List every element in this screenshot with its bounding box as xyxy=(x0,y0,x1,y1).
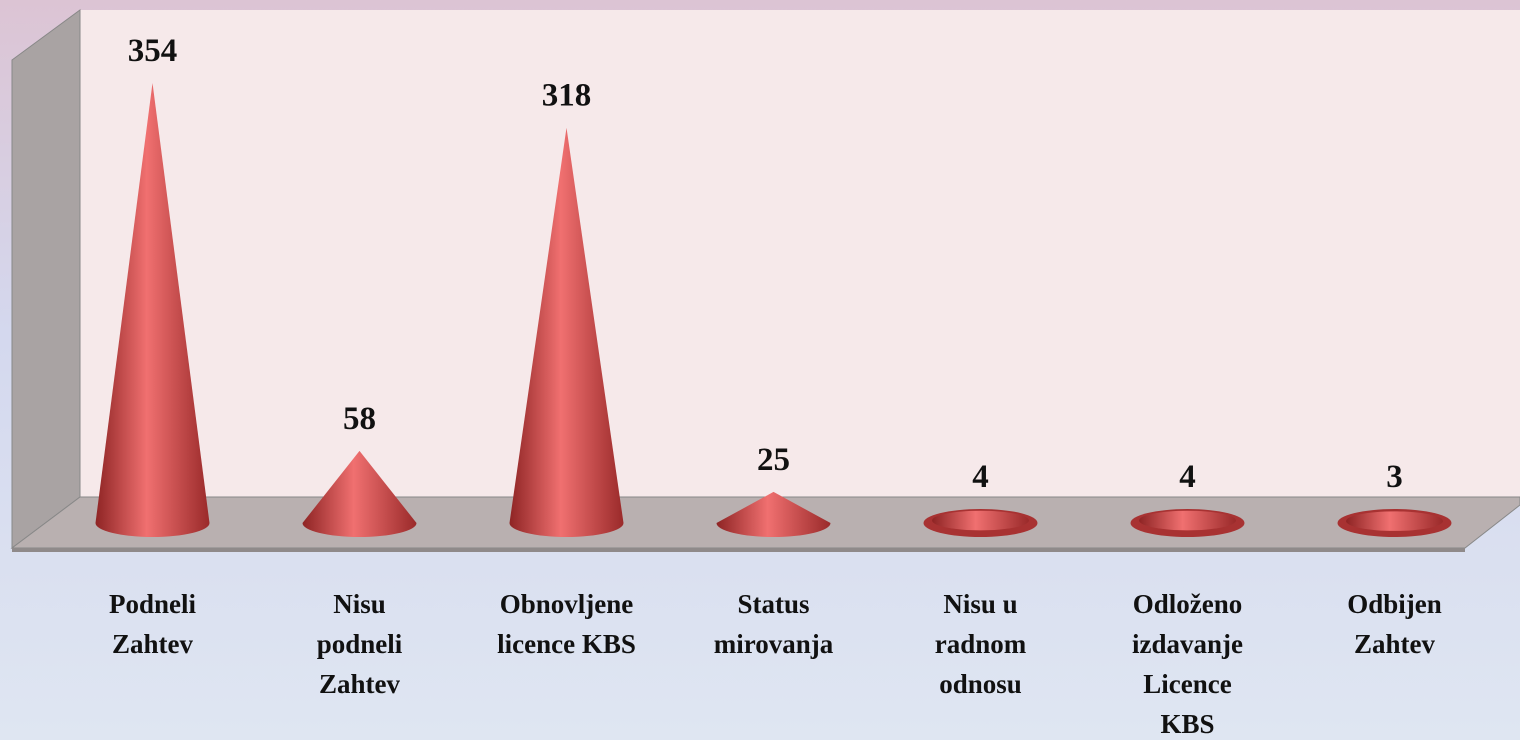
cone-body xyxy=(302,450,417,537)
side-wall xyxy=(11,9,81,549)
cone-top xyxy=(1139,510,1236,531)
value-label: 354 xyxy=(128,33,178,69)
cone xyxy=(1130,509,1245,537)
back-wall xyxy=(80,10,1520,497)
cone-body xyxy=(716,491,831,537)
value-label: 318 xyxy=(542,78,592,114)
cone-body xyxy=(95,83,210,537)
category-label: Obnovljene licence KBS xyxy=(497,589,636,659)
cone-body xyxy=(509,127,624,538)
category-label: Nisu u radnom odnosu xyxy=(934,589,1027,699)
value-label: 4 xyxy=(972,459,989,495)
value-label: 4 xyxy=(1179,459,1196,495)
cone-top xyxy=(1346,511,1443,531)
category-label: Podneli Zahtev xyxy=(108,589,196,659)
cone xyxy=(923,509,1038,537)
value-label: 3 xyxy=(1386,459,1403,495)
cone-top xyxy=(932,510,1029,531)
category-label: Odloženo izdavanje Licence KBS xyxy=(1132,589,1243,739)
value-label: 25 xyxy=(757,442,790,478)
cone xyxy=(1337,509,1452,537)
cone xyxy=(302,450,417,537)
value-label: 58 xyxy=(343,401,376,437)
floor-edge xyxy=(12,548,1465,552)
cone xyxy=(716,491,831,537)
category-label: Odbijen Zahtev xyxy=(1347,589,1442,659)
category-label: Status mirovanja xyxy=(713,589,834,659)
cone xyxy=(95,83,210,537)
cone xyxy=(509,127,624,538)
category-label: Nisu podneli Zahtev xyxy=(316,589,403,699)
